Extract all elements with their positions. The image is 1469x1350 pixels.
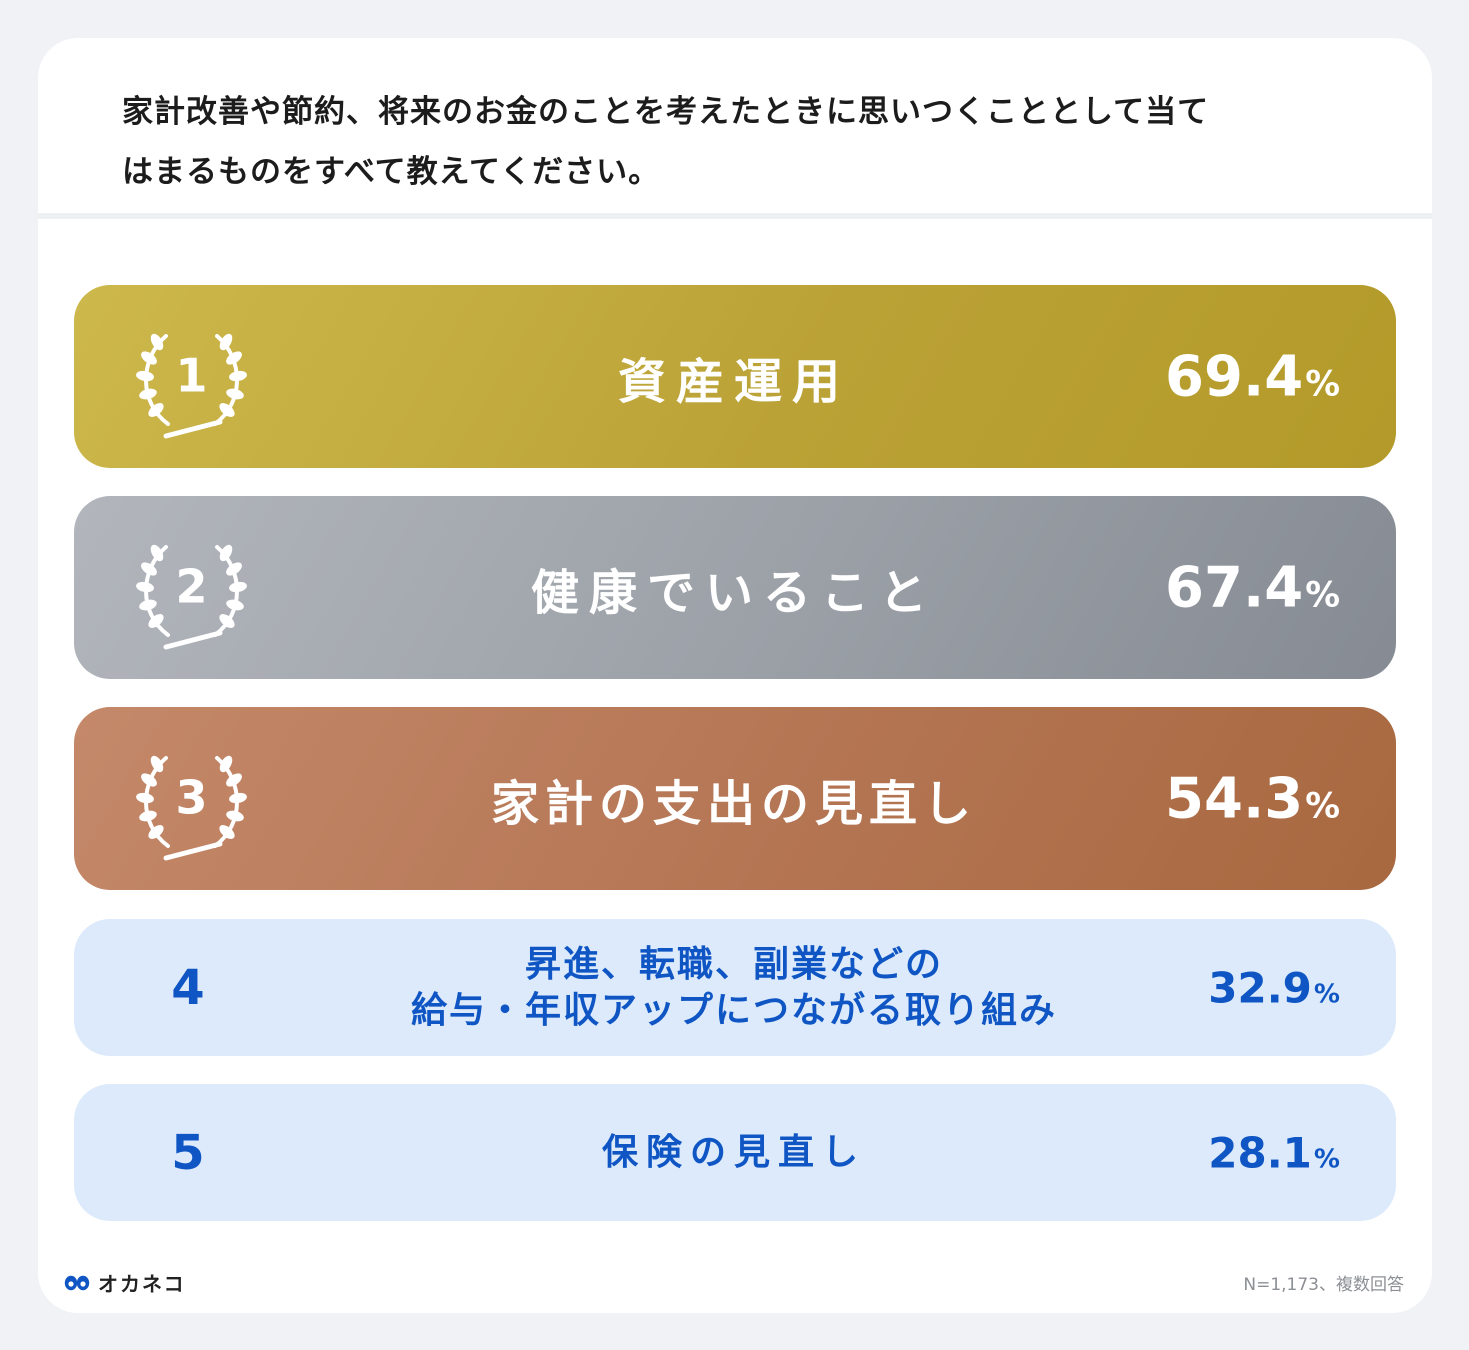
infographic-card: 家計改善や節約、将来のお金のことを考えたときに思いつくこととして当て はまるもの… [38,38,1432,1313]
item-label-line: 給与・年収アップにつながる取り組み [410,989,1057,1031]
percentage-value: 28.1% [1208,1128,1340,1177]
item-label: 健康でいること [354,553,1114,623]
laurel-medal-icon: 1 [136,333,247,439]
percentage-value: 54.3% [1165,766,1340,831]
rank-number: 3 [175,771,207,825]
percentage-value: 32.9% [1208,963,1340,1012]
percentage-number: 32.9 [1208,963,1312,1012]
rank-number: 4 [171,959,205,1016]
percentage-number: 67.4 [1165,555,1304,620]
percent-sign: % [1305,786,1340,826]
item-label-line: 昇進、転職、副業などの [524,943,943,985]
percent-sign: % [1305,364,1340,404]
item-label: 昇進、転職、副業などの 給与・年収アップにつながる取り組み [354,942,1114,1034]
question-title: 家計改善や節約、将来のお金のことを考えたときに思いつくこととして当て はまるもの… [122,82,1352,202]
item-label-line: 家計の支出の見直し [490,775,977,832]
ranking-row-2: 2 健康でいること 67.4% [74,496,1396,679]
laurel-medal-icon: 2 [136,544,247,650]
percentage-number: 69.4 [1165,344,1304,409]
item-label-line: 資産運用 [617,353,850,410]
ranking-row-1: 1 資産運用 69.4% [74,285,1396,468]
item-label-line: 保険の見直し [601,1131,866,1173]
brand-name: オカネコ [98,1272,186,1296]
header-divider [38,213,1432,219]
sample-note: N=1,173、複数回答 [1243,1275,1404,1295]
ranking-row-4: 4 昇進、転職、副業などの 給与・年収アップにつながる取り組み 32.9% [74,919,1396,1056]
percent-sign: % [1313,1144,1340,1174]
percent-sign: % [1305,575,1340,615]
percentage-number: 28.1 [1208,1128,1312,1177]
laurel-medal-icon: 3 [136,755,247,861]
rank-number: 1 [175,349,207,403]
ranking-row-3: 3 家計の支出の見直し 54.3% [74,707,1396,890]
item-label: 家計の支出の見直し [354,764,1114,834]
percentage-number: 54.3 [1165,766,1304,831]
percentage-value: 67.4% [1165,555,1340,620]
question-line-1: 家計改善や節約、将来のお金のことを考えたときに思いつくこととして当て [122,94,1210,130]
rank-number: 5 [171,1124,205,1181]
infinity-eyes-icon [64,1275,90,1290]
brand-logo: オカネコ [64,1268,186,1297]
question-line-2: はまるものをすべて教えてください。 [122,154,661,190]
percentage-value: 69.4% [1165,344,1340,409]
ranking-row-5: 5 保険の見直し 28.1% [74,1084,1396,1221]
percent-sign: % [1313,979,1340,1009]
item-label-line: 健康でいること [530,564,937,621]
item-label: 保険の見直し [354,1130,1114,1176]
item-label: 資産運用 [354,342,1114,412]
rank-number: 2 [175,560,207,614]
